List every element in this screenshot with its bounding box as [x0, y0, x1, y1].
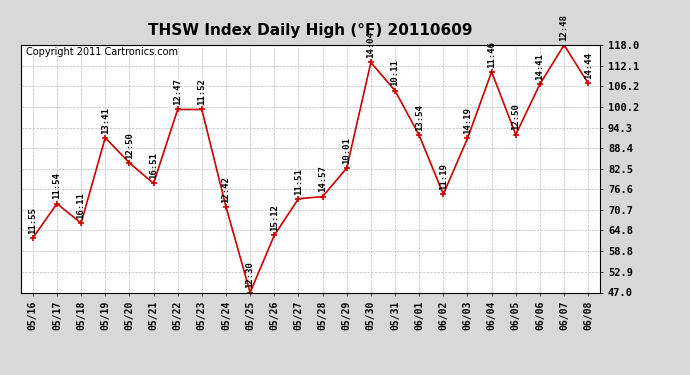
Text: THSW Index Daily High (°F) 20110609: THSW Index Daily High (°F) 20110609 — [148, 22, 473, 38]
Text: 12:42: 12:42 — [221, 176, 230, 203]
Text: 12:50: 12:50 — [125, 132, 134, 159]
Text: 11:51: 11:51 — [294, 168, 303, 195]
Text: 11:19: 11:19 — [439, 163, 448, 190]
Text: 15:12: 15:12 — [270, 204, 279, 231]
Text: 10:11: 10:11 — [391, 60, 400, 87]
Text: 14:44: 14:44 — [584, 52, 593, 79]
Text: 11:54: 11:54 — [52, 172, 61, 200]
Text: 14:04: 14:04 — [366, 32, 375, 58]
Text: 14:57: 14:57 — [318, 166, 327, 192]
Text: 10:01: 10:01 — [342, 137, 351, 164]
Text: 11:46: 11:46 — [487, 41, 496, 68]
Text: 13:54: 13:54 — [415, 104, 424, 131]
Text: Copyright 2011 Cartronics.com: Copyright 2011 Cartronics.com — [26, 48, 179, 57]
Text: 16:11: 16:11 — [77, 192, 86, 219]
Text: 12:30: 12:30 — [246, 261, 255, 288]
Text: 12:48: 12:48 — [560, 14, 569, 41]
Text: 13:41: 13:41 — [101, 106, 110, 134]
Text: 14:19: 14:19 — [463, 107, 472, 134]
Text: 11:52: 11:52 — [197, 78, 206, 105]
Text: 11:55: 11:55 — [28, 207, 37, 234]
Text: 16:51: 16:51 — [149, 152, 158, 179]
Text: 14:41: 14:41 — [535, 53, 544, 80]
Text: 12:47: 12:47 — [173, 78, 182, 105]
Text: 12:50: 12:50 — [511, 104, 520, 130]
